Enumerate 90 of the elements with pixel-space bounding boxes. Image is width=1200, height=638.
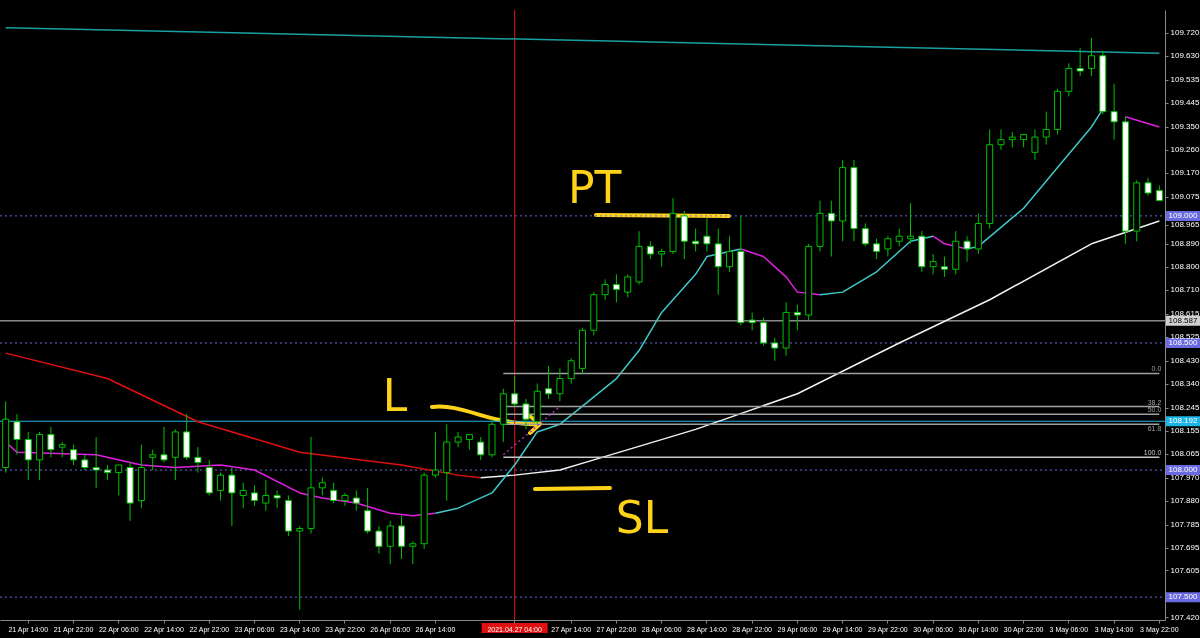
- candlestick: [454, 431, 462, 448]
- y-tick-label: 109.445: [1170, 98, 1200, 108]
- candlestick: [827, 200, 835, 258]
- y-tick-label: 108.800: [1170, 262, 1200, 272]
- ref-line-label: 108.192: [1168, 416, 1199, 426]
- y-tick-label: 109.170: [1170, 168, 1200, 178]
- candlestick: [115, 464, 123, 496]
- y-tick-label: 109.535: [1170, 75, 1200, 85]
- candlestick: [1042, 111, 1050, 146]
- candlestick: [884, 235, 892, 258]
- candlestick: [273, 489, 281, 509]
- annotation: SL: [615, 492, 669, 543]
- candlestick: [250, 484, 258, 507]
- candlestick: [1031, 128, 1039, 161]
- y-tick-label: 108.155: [1170, 426, 1200, 436]
- annotation: PT: [567, 161, 622, 213]
- y-tick-label: 107.880: [1170, 496, 1200, 506]
- candlestick: [375, 525, 383, 555]
- candlestick: [624, 273, 632, 298]
- line-series: [4, 352, 482, 479]
- candlestick: [70, 444, 78, 466]
- candlestick: [352, 489, 360, 512]
- line-series: [740, 248, 821, 296]
- y-tick-label: 107.420: [1170, 612, 1200, 622]
- candlestick: [24, 431, 32, 481]
- candlestick: [228, 467, 236, 527]
- candlestick: [239, 482, 247, 509]
- candlestick: [1065, 62, 1073, 97]
- candlestick: [567, 357, 575, 385]
- y-tick-label: 108.065: [1170, 449, 1200, 459]
- ref-line-label: 108.000: [1168, 465, 1199, 475]
- candlestick: [431, 431, 439, 479]
- y-tick-label: 108.890: [1170, 239, 1200, 249]
- candlestick: [330, 482, 338, 504]
- y-tick-label: 109.075: [1170, 192, 1200, 202]
- candlestick: [92, 436, 100, 489]
- candlestick: [477, 436, 485, 461]
- candlestick: [409, 540, 417, 565]
- line-series: [479, 220, 1161, 479]
- candlestick: [149, 449, 157, 471]
- candlestick: [997, 128, 1005, 151]
- candlestick: [703, 217, 711, 252]
- candlestick: [601, 278, 609, 301]
- y-tick-label: 109.720: [1170, 28, 1200, 38]
- y-tick-label: 108.710: [1170, 285, 1200, 295]
- y-tick-label: 107.785: [1170, 520, 1200, 530]
- candlestick: [940, 256, 948, 278]
- y-tick-label: 109.350: [1170, 122, 1200, 132]
- candlestick: [160, 426, 168, 463]
- candlestick: [341, 492, 349, 507]
- y-tick-label: 109.260: [1170, 145, 1200, 155]
- candlestick: [771, 337, 779, 362]
- candlestick: [398, 515, 406, 560]
- line-series: [819, 235, 934, 296]
- candlestick: [612, 273, 620, 303]
- candlestick: [714, 228, 722, 296]
- candlestick: [386, 520, 394, 565]
- candlestick: [726, 235, 734, 273]
- candlestick: [793, 304, 801, 331]
- annotation: L: [382, 369, 408, 421]
- candlestick: [13, 413, 21, 456]
- candlestick: [556, 367, 564, 402]
- y-tick-label: 107.695: [1170, 543, 1200, 553]
- candlestick: [511, 375, 519, 407]
- candlestick: [364, 487, 372, 535]
- candlestick: [861, 223, 869, 247]
- candlestick: [759, 317, 767, 346]
- candlestick: [929, 253, 937, 275]
- candlestick: [262, 479, 270, 512]
- y-tick-label: 107.970: [1170, 473, 1200, 483]
- candlestick: [1087, 37, 1095, 77]
- y-tick-label: 109.630: [1170, 51, 1200, 61]
- y-tick-label: 108.340: [1170, 379, 1200, 389]
- candlestick: [545, 365, 553, 400]
- candlestick: [1076, 47, 1084, 77]
- y-tick-label: 108.245: [1170, 403, 1200, 413]
- candlestick: [963, 235, 971, 263]
- candlestick: [873, 238, 881, 260]
- y-tick-label: 108.965: [1170, 220, 1200, 230]
- candlestick: [296, 525, 304, 611]
- ref-line-label: 108.587: [1168, 315, 1199, 325]
- candlestick: [194, 446, 202, 474]
- y-tick-label: 108.430: [1170, 356, 1200, 366]
- ref-line-label: 107.500: [1168, 592, 1199, 602]
- candlestick: [217, 472, 225, 502]
- y-tick-label: 107.605: [1170, 565, 1200, 575]
- candlestick: [47, 426, 55, 458]
- ref-line-label: 109.000: [1168, 210, 1199, 220]
- candlestick: [522, 398, 530, 430]
- candlestick: [1110, 83, 1118, 141]
